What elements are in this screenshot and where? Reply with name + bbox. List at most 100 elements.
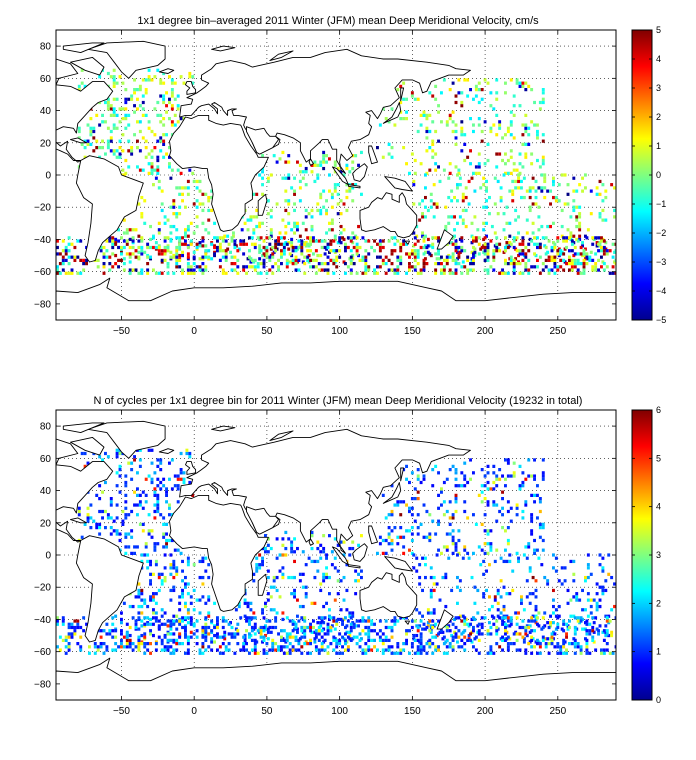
data-cell (143, 635, 147, 639)
data-cell (176, 107, 180, 111)
data-cell (144, 146, 148, 150)
data-cell (322, 621, 326, 625)
data-cell (405, 638, 408, 642)
data-cell (224, 252, 228, 256)
data-cell (259, 271, 263, 275)
data-cell (562, 622, 566, 626)
data-cell (506, 158, 510, 163)
data-cell (313, 637, 317, 641)
data-cell (352, 635, 356, 639)
data-cell (61, 262, 65, 266)
data-cell (437, 471, 440, 475)
data-cell (600, 651, 603, 655)
data-cell (316, 621, 320, 625)
data-cell (333, 237, 337, 242)
data-cell (592, 630, 596, 634)
data-cell (258, 224, 262, 229)
data-cell (261, 608, 264, 612)
data-cell (605, 249, 609, 253)
data-cell (413, 638, 417, 642)
data-cell (582, 265, 586, 269)
data-cell (127, 113, 131, 117)
data-cell (387, 258, 391, 262)
data-cell (201, 244, 205, 248)
data-cell (128, 255, 132, 259)
data-cell (121, 133, 125, 137)
data-cell (79, 635, 83, 639)
data-cell (524, 123, 528, 127)
data-cell (349, 268, 353, 272)
land-uk (185, 461, 197, 475)
data-cell (101, 139, 104, 143)
land-australia (359, 572, 418, 619)
data-cell (486, 529, 490, 533)
data-cell (300, 625, 304, 630)
data-cell (141, 78, 145, 82)
data-cell (201, 262, 205, 266)
data-cell (95, 146, 99, 150)
data-cell (524, 155, 528, 159)
data-cell (293, 595, 296, 599)
data-cell (457, 484, 461, 488)
data-cell (549, 224, 552, 229)
data-cell (256, 236, 260, 240)
data-cell (181, 271, 184, 275)
data-cell (226, 234, 230, 238)
data-cell (218, 242, 222, 246)
data-cell (159, 94, 163, 98)
data-cell (602, 651, 606, 655)
data-cell (508, 624, 512, 628)
data-cell (322, 150, 326, 155)
data-cell (453, 228, 456, 232)
data-cell (245, 242, 248, 246)
data-cell (499, 579, 503, 583)
data-cell (405, 616, 408, 620)
data-cell (186, 608, 190, 612)
data-cell (416, 625, 420, 630)
data-cell (572, 559, 576, 564)
data-cell (112, 107, 116, 111)
data-cell (280, 262, 283, 266)
data-cell (495, 474, 499, 478)
data-cell (508, 257, 512, 261)
data-cell (416, 648, 420, 652)
data-cell (188, 455, 192, 459)
data-cell (517, 253, 520, 258)
data-cell (296, 630, 299, 634)
data-cell (511, 189, 515, 193)
data-cell (396, 239, 400, 243)
data-cell (466, 255, 470, 259)
data-cell (184, 186, 187, 190)
data-cell (141, 506, 145, 510)
data-cell (613, 215, 616, 219)
data-cell (419, 642, 423, 646)
data-cell (492, 622, 496, 626)
data-cell (512, 236, 516, 240)
data-cell (521, 81, 525, 85)
land-masses (56, 40, 616, 320)
data-cell (485, 179, 488, 184)
data-cell (499, 186, 503, 190)
data-cell (296, 228, 299, 232)
data-cell (522, 176, 526, 180)
data-cell (578, 598, 582, 602)
data-cell (192, 563, 196, 567)
data-cell (118, 490, 122, 494)
land-new-guinea (384, 556, 413, 572)
data-cell (428, 629, 432, 633)
data-cell (390, 538, 394, 543)
data-cell (265, 255, 269, 259)
data-cell (348, 630, 352, 634)
data-cell (515, 262, 519, 266)
data-cell (520, 601, 523, 605)
data-cell (130, 149, 134, 153)
data-cell (114, 262, 118, 266)
data-cell (258, 244, 262, 248)
data-cell (159, 136, 163, 140)
data-cell (364, 258, 368, 262)
data-cell (330, 192, 334, 196)
data-cell (224, 239, 228, 243)
data-cell (285, 651, 289, 655)
data-cell (448, 468, 452, 472)
data-cell (604, 218, 608, 222)
